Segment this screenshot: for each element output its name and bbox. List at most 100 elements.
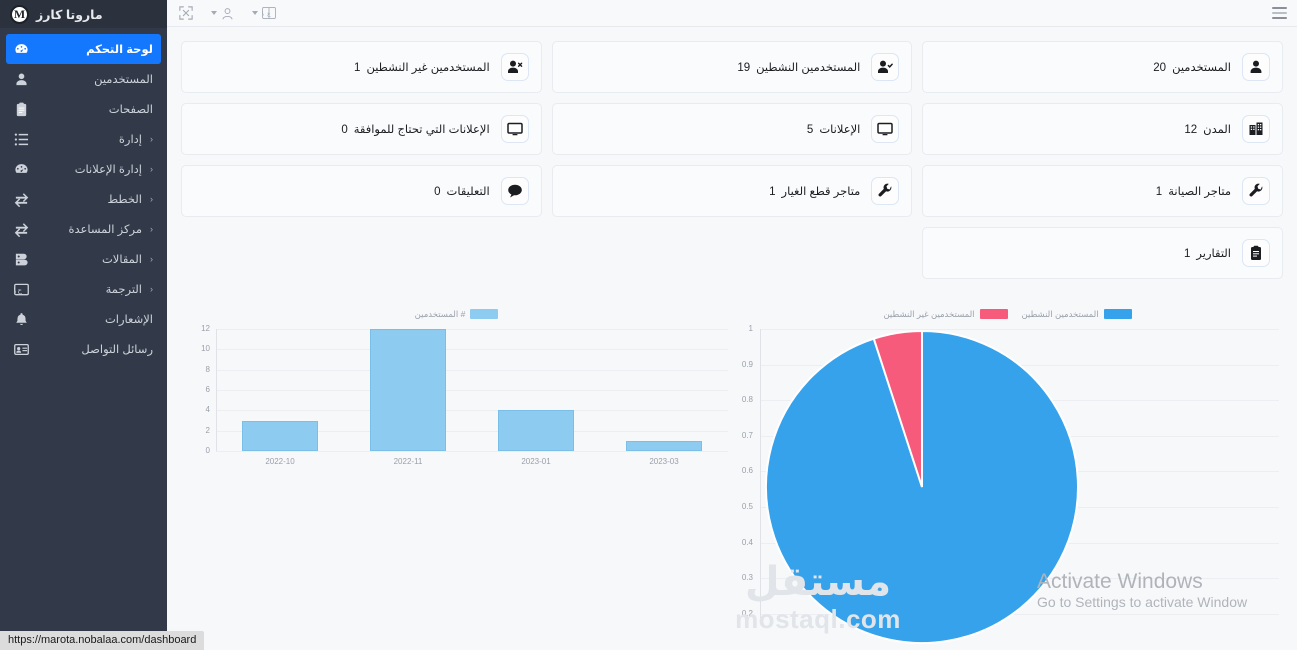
x-axis-tick: 2022-11: [393, 457, 423, 466]
wrench-icon: [1242, 177, 1270, 205]
bar[interactable]: [497, 410, 575, 451]
stat-text: المستخدمين 20: [1153, 60, 1231, 74]
legend-label: # المستخدمين: [414, 308, 466, 319]
legend-item[interactable]: المستخدمين النشطين: [1022, 309, 1132, 320]
stat-label: التعليقات: [446, 186, 490, 198]
y-axis-tick: 4: [205, 405, 210, 415]
sidebar-item-label: إدارة الإعلانات: [74, 164, 142, 176]
user-menu[interactable]: [211, 7, 234, 20]
stat-card[interactable]: الإعلانات 5: [551, 103, 913, 155]
list-icon: [14, 132, 29, 147]
y-axis-tick: 12: [201, 324, 210, 333]
gridline: [216, 369, 728, 371]
stat-card[interactable]: التعليقات 0: [181, 165, 542, 217]
dashboard-icon: [14, 162, 29, 177]
city-icon: [1242, 115, 1270, 143]
stat-text: المدن 12: [1184, 122, 1231, 136]
stat-card[interactable]: متاجر قطع الغيار 1: [551, 165, 913, 217]
stat-card[interactable]: المستخدمين 20: [922, 41, 1283, 93]
sidebar-item-label: مركز المساعدة: [68, 224, 142, 236]
y-axis-tick: 1: [748, 324, 753, 333]
chevron-left-icon: ‹: [150, 194, 153, 204]
stat-cards-grid: المستخدمين 20 المستخدمين النشطين 19 المستخدم…: [181, 41, 1283, 279]
pie-chart-plot: 1 0.9 0.8 0.7 0.6 0.5 0.4 0.3 0.2: [732, 323, 1283, 644]
gridline: [216, 390, 728, 391]
bar[interactable]: [241, 420, 319, 451]
sidebar-item-label: المستخدمين: [94, 74, 153, 86]
sidebar-item-10[interactable]: رسائل التواصل: [6, 334, 161, 364]
user-icon: [1242, 53, 1270, 81]
legend-swatch: [979, 309, 1008, 319]
stat-card[interactable]: التقارير 1: [922, 227, 1283, 279]
wrench-icon: [871, 177, 900, 205]
bar[interactable]: [369, 329, 447, 451]
bar-chart-plot: 0 2 4 6 8 10 12 2022-10 2022-11 2023-01 2023-03: [181, 323, 732, 473]
stat-text: المستخدمين النشطين 19: [737, 60, 860, 74]
sidebar-item-2[interactable]: الصفحات: [6, 94, 161, 124]
hamburger-icon[interactable]: [1272, 7, 1287, 19]
stat-value: 20: [1153, 62, 1167, 74]
sidebar-item-6[interactable]: مركز المساعدة ‹: [6, 214, 161, 244]
legend-item[interactable]: المستخدمين غير النشطين: [883, 309, 1008, 320]
sidebar-item-8[interactable]: Aح الترجمة ‹: [6, 274, 161, 304]
legend-item[interactable]: # المستخدمين: [415, 309, 499, 320]
monitor-icon: [500, 115, 529, 143]
stat-label: الإعلانات: [819, 124, 861, 136]
fullscreen-button[interactable]: [179, 6, 193, 20]
bar[interactable]: [625, 440, 703, 451]
chevron-down-icon: [211, 11, 217, 15]
stat-value: 19: [737, 62, 751, 74]
svg-text:ح: ح: [18, 287, 23, 294]
gridline: [216, 410, 728, 412]
y-axis-tick: 10: [201, 344, 210, 354]
exchange-icon: [14, 222, 29, 237]
x-axis-tick: 2022-10: [265, 457, 295, 466]
x-axis-tick: 2023-01: [521, 457, 551, 466]
stat-card[interactable]: الإعلانات التي تحتاج للموافقة 0: [181, 103, 542, 155]
stat-text: المستخدمين غير النشطين 1: [354, 60, 490, 74]
y-axis-tick: 8: [205, 364, 210, 374]
sidebar-item-5[interactable]: الخطط ‹: [6, 184, 161, 214]
exchange-icon: [14, 192, 29, 207]
sidebar-item-3[interactable]: إدارة ‹: [6, 124, 161, 154]
y-axis-tick: 0.7: [741, 430, 753, 440]
sidebar-item-label: المقالات: [101, 254, 142, 266]
brand-header[interactable]: M ماروتا كارز: [0, 0, 167, 28]
pie-chart-legend: المستخدمين النشطين المستخدمين غير النشطين: [732, 305, 1283, 323]
stat-value: 12: [1184, 124, 1198, 136]
x-axis-tick: 2023-03: [649, 457, 679, 466]
sidebar-item-7[interactable]: المقالات ‹: [6, 244, 161, 274]
gridline: [216, 451, 728, 452]
stat-value: 1: [1184, 248, 1191, 260]
stat-card[interactable]: المدن 12: [922, 103, 1283, 155]
sidebar-item-0[interactable]: لوحة التحكم: [6, 34, 161, 64]
stat-card[interactable]: المستخدمين غير النشطين 1: [181, 41, 542, 93]
sidebar-item-label: الخطط: [107, 194, 142, 206]
chevron-left-icon: ‹: [150, 164, 153, 174]
stat-label: المستخدمين النشطين: [756, 62, 861, 74]
pie-slice[interactable]: [872, 329, 923, 488]
sidebar-item-label: الصفحات: [108, 104, 153, 116]
gridline: [216, 329, 728, 330]
stat-card[interactable]: المستخدمين النشطين 19: [551, 41, 913, 93]
sidebar-item-1[interactable]: المستخدمين: [6, 64, 161, 94]
language-switcher[interactable]: A ع: [252, 7, 276, 19]
chevron-left-icon: ‹: [150, 254, 153, 264]
stat-text: الإعلانات 5: [807, 122, 860, 136]
stat-value: 0: [341, 124, 348, 136]
fullscreen-icon: [179, 6, 193, 20]
sidebar-item-9[interactable]: الإشعارات: [6, 304, 161, 334]
stat-card[interactable]: متاجر الصيانة 1: [922, 165, 1283, 217]
sidebar-item-label: رسائل التواصل: [81, 344, 153, 356]
status-bar-url: https://marota.nobalaa.com/dashboard: [0, 631, 205, 650]
chevron-down-icon: [252, 11, 258, 15]
bell-icon: [14, 312, 29, 327]
brand-name: ماروتا كارز: [36, 7, 103, 22]
sidebar-item-4[interactable]: إدارة الإعلانات ‹: [6, 154, 161, 184]
stat-value: 1: [354, 62, 361, 74]
stat-label: الإعلانات التي تحتاج للموافقة: [353, 124, 490, 136]
users-bar-chart: # المستخدمين 0 2 4 6 8 10 12 2022-10 2022-11 2023…: [181, 305, 732, 635]
user-icon: [14, 72, 29, 87]
stat-value: 1: [769, 186, 776, 198]
